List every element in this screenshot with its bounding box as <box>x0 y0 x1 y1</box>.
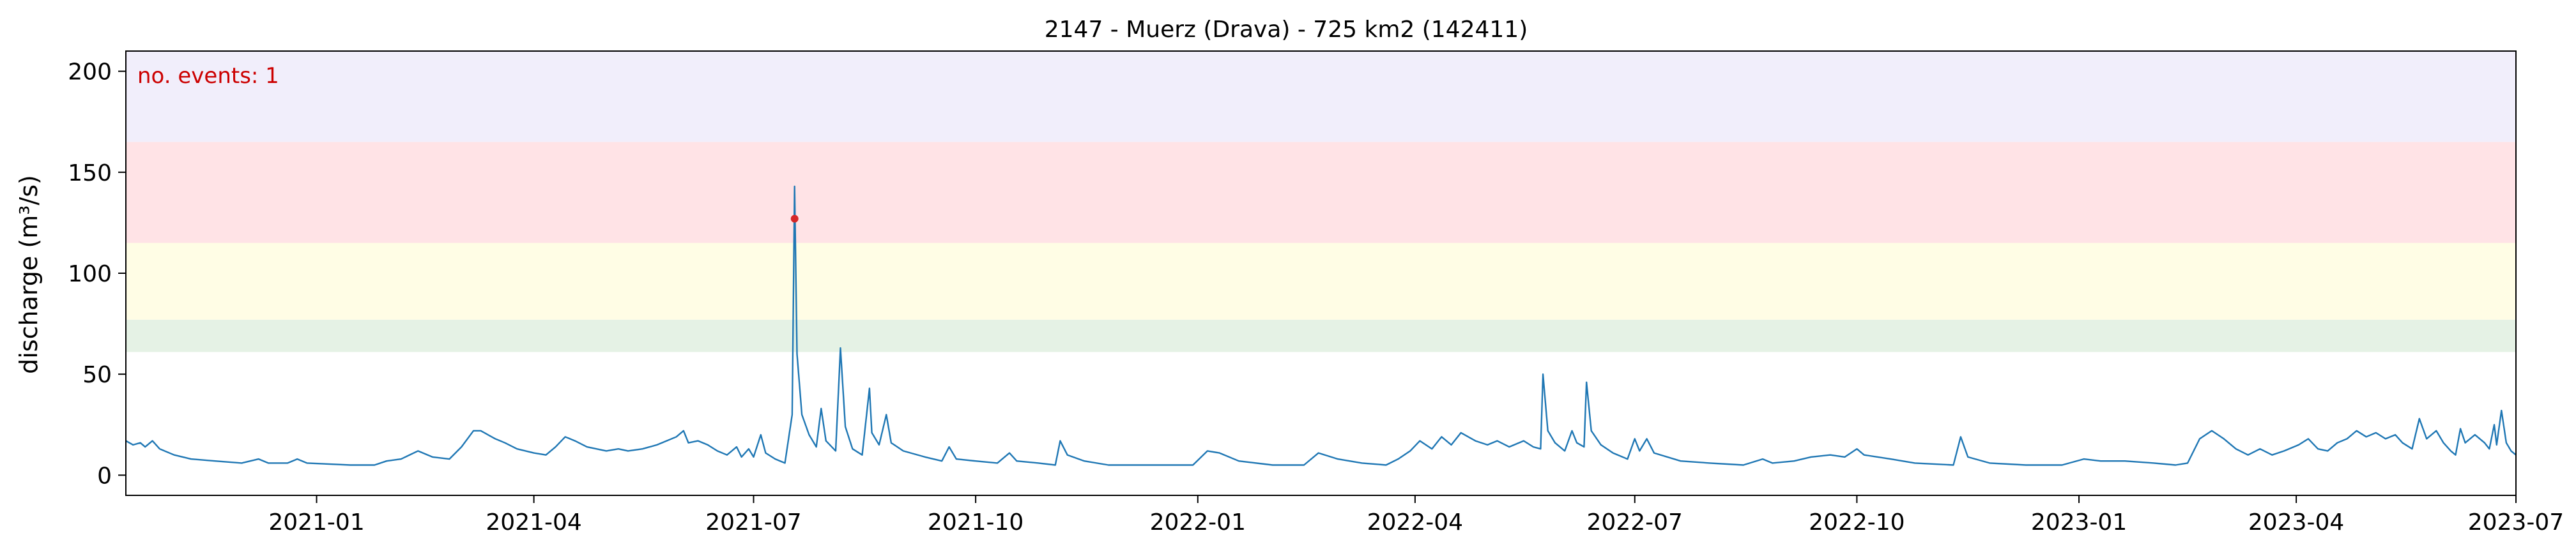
x-tick-label: 2023-01 <box>2031 509 2127 536</box>
x-tick-label: 2021-04 <box>486 509 581 536</box>
x-tick-label: 2021-01 <box>268 509 364 536</box>
discharge-series <box>125 185 2517 466</box>
y-tick-label: 100 <box>68 261 112 287</box>
x-tick-label: 2023-07 <box>2468 509 2564 536</box>
y-tick-label: 50 <box>82 362 112 388</box>
y-tick-label: 0 <box>97 463 112 489</box>
events-count-annotation: no. events: 1 <box>137 63 279 89</box>
x-tick-label: 2021-10 <box>928 509 1023 536</box>
event-marker <box>790 214 799 223</box>
threshold-band-1 <box>126 319 2516 352</box>
threshold-band-2 <box>126 243 2516 320</box>
threshold-band-3 <box>126 142 2516 243</box>
event-markers <box>790 214 799 223</box>
x-axis: 2021-01 2021-04 2021-07 2021-10 2022-01 2022-… <box>268 495 2564 536</box>
threshold-bands <box>126 51 2516 352</box>
x-tick-label: 2022-10 <box>1809 509 1905 536</box>
x-tick-label: 2023-04 <box>2248 509 2344 536</box>
y-tick-label: 200 <box>68 59 112 86</box>
x-tick-label: 2022-01 <box>1150 509 1246 536</box>
chart-title: 2147 - Muerz (Drava) - 725 km2 (142411) <box>1045 17 1528 43</box>
y-axis-label: discharge (m³/s) <box>15 175 43 374</box>
x-tick-label: 2022-04 <box>1367 509 1463 536</box>
y-tick-label: 150 <box>68 160 112 186</box>
threshold-band-4 <box>126 51 2516 142</box>
x-tick-label: 2021-07 <box>705 509 801 536</box>
x-tick-label: 2022-07 <box>1587 509 1683 536</box>
y-axis: 0 50 100 150 200 <box>68 59 126 489</box>
discharge-line <box>125 185 2517 466</box>
